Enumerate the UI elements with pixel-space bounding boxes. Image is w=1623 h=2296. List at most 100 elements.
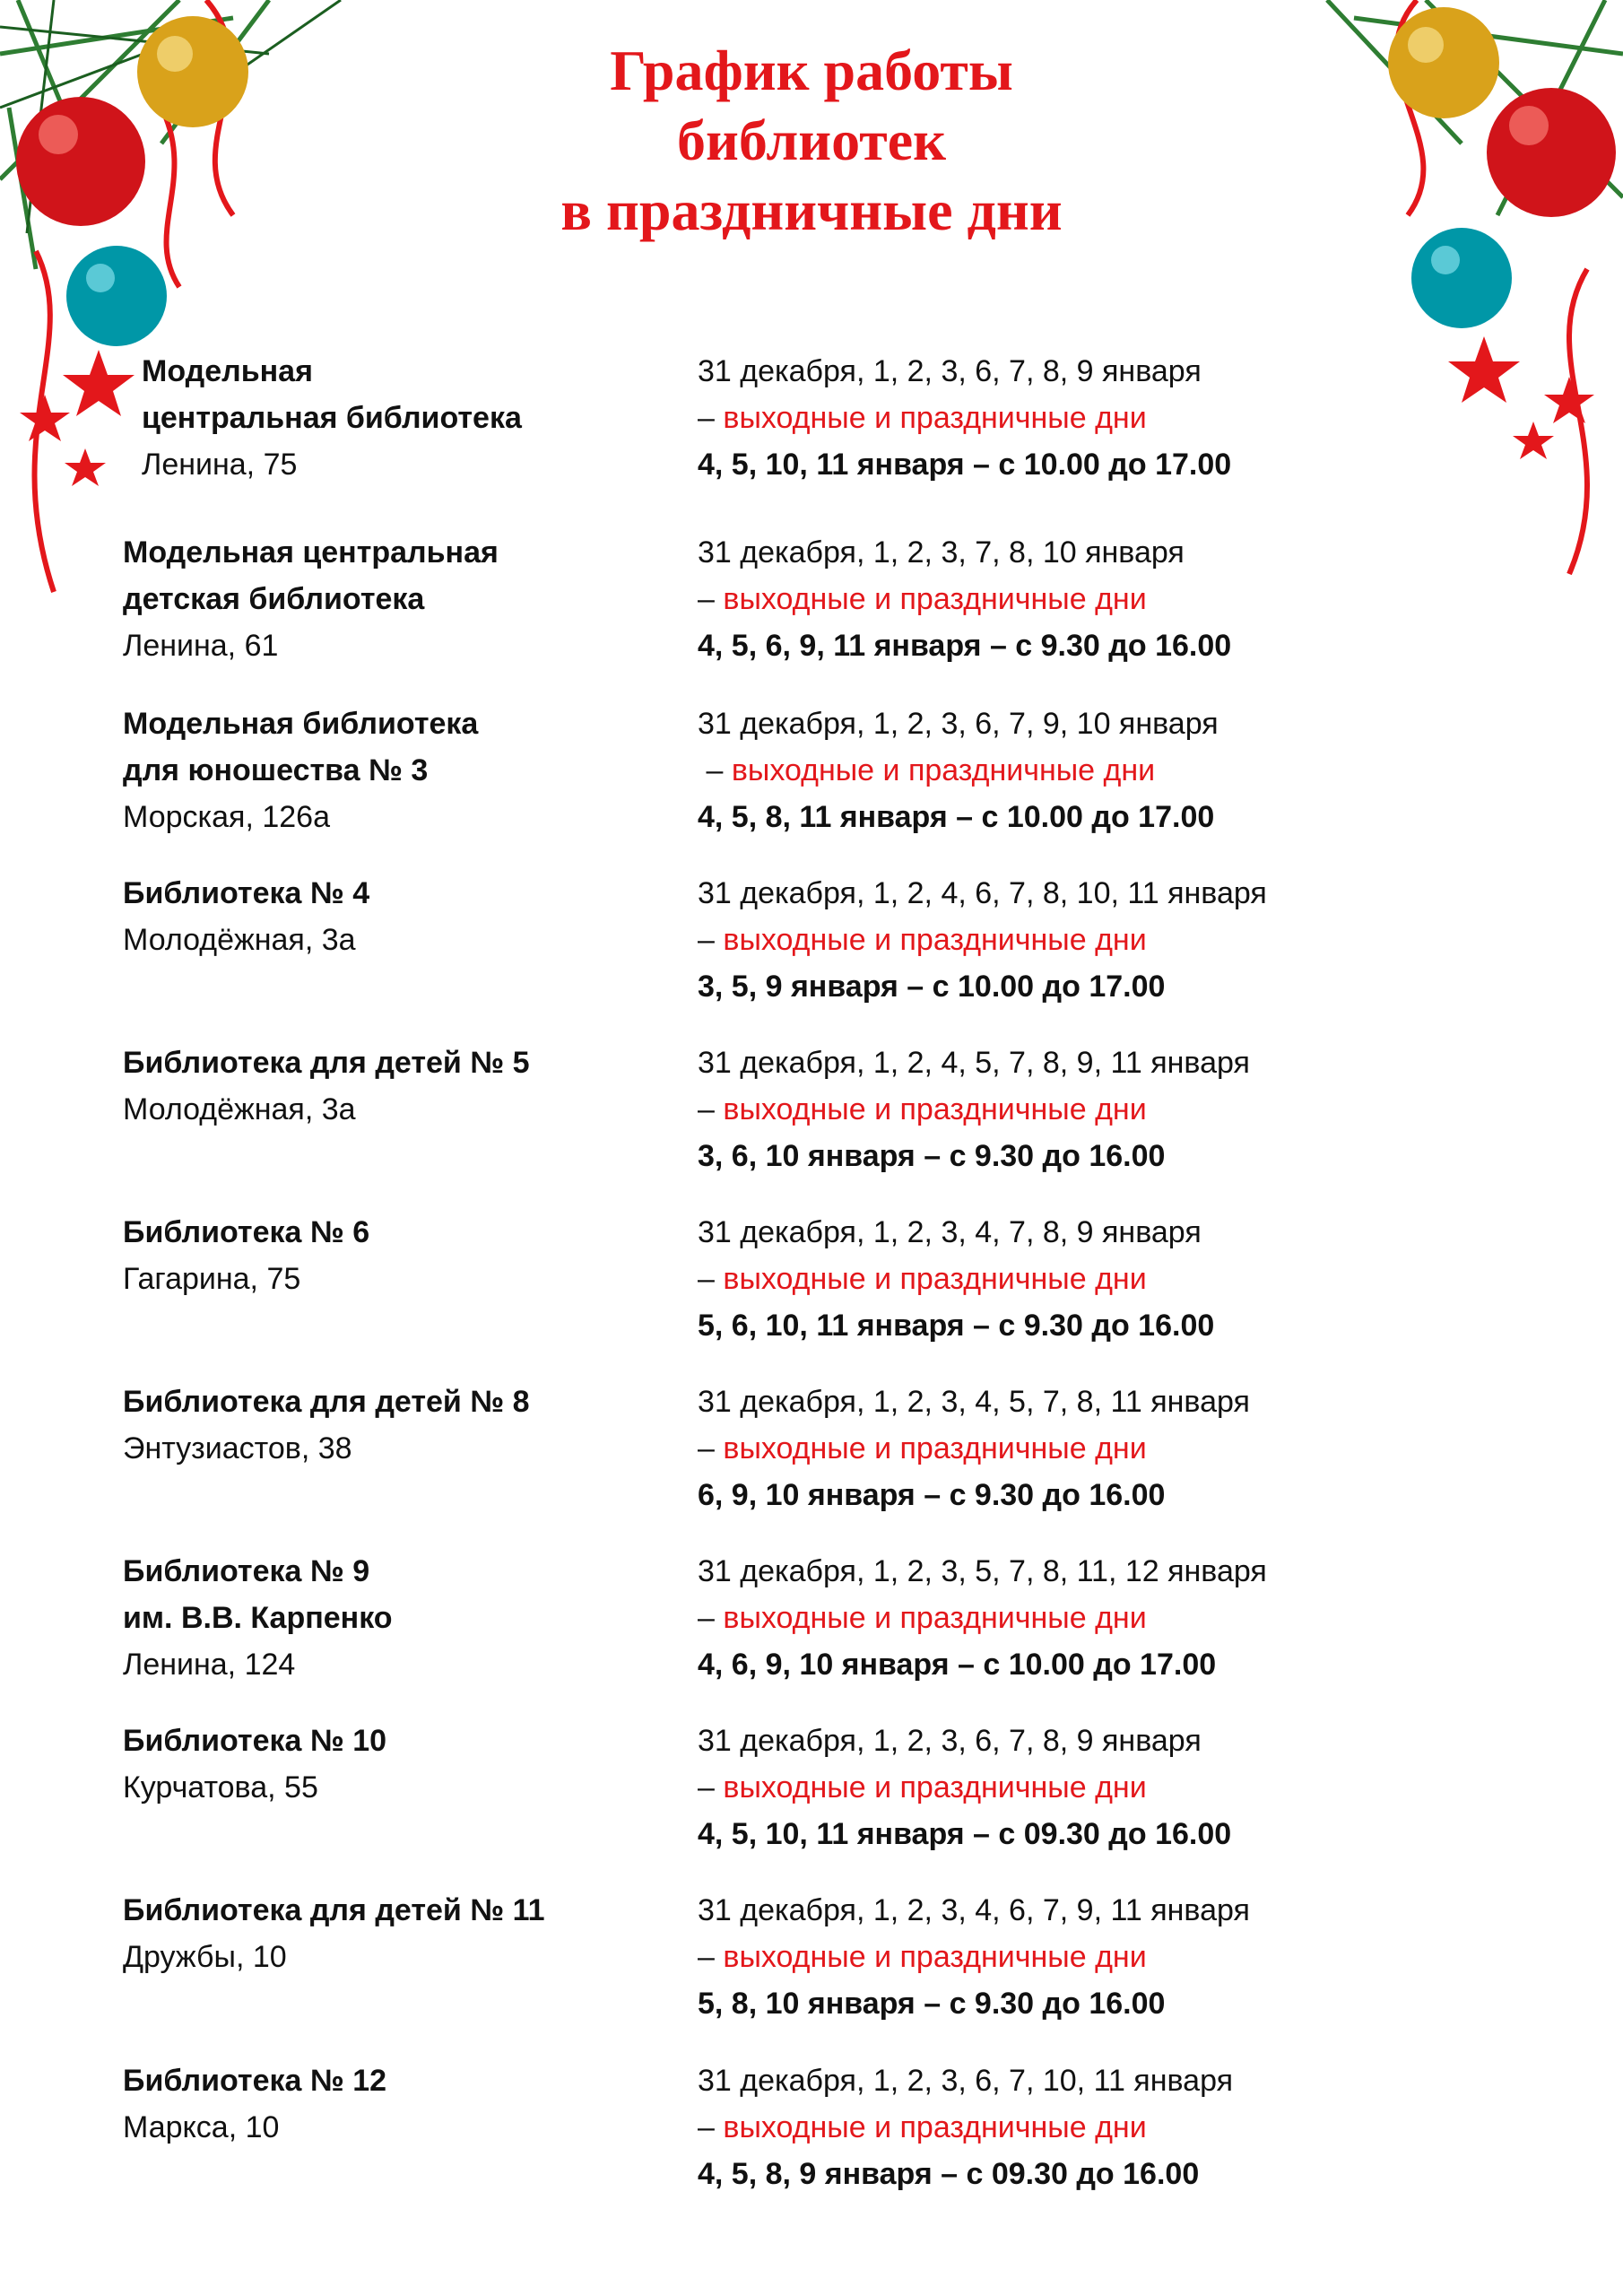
closed-days: 31 декабря, 1, 2, 3, 6, 7, 8, 9 января: [698, 354, 1202, 388]
closed-label: выходные и праздничные дни: [723, 1601, 1147, 1635]
closed-label: выходные и праздничные дни: [723, 582, 1147, 616]
open-hours: 3, 6, 10 января – с 9.30 до 16.00: [698, 1139, 1166, 1173]
library-name: Модельная центральная: [123, 535, 499, 570]
closed-days: 31 декабря, 1, 2, 4, 6, 7, 8, 10, 11 янв…: [698, 876, 1267, 910]
library-name: Библиотека № 12: [123, 2064, 387, 2098]
library-info: Библиотека № 10 Курчатова, 55: [123, 1718, 661, 1811]
title-line: График работы: [610, 39, 1013, 102]
dash: –: [698, 1431, 715, 1465]
dash: –: [698, 2110, 715, 2144]
library-address: Молодёжная, 3а: [123, 1092, 356, 1126]
closed-days: 31 декабря, 1, 2, 3, 6, 7, 10, 11 января: [698, 2064, 1234, 2098]
library-schedule: 31 декабря, 1, 2, 3, 4, 5, 7, 8, 11 янва…: [698, 1378, 1594, 1518]
closed-label: выходные и праздничные дни: [723, 1940, 1147, 1974]
dash: –: [698, 1940, 715, 1974]
closed-days: 31 декабря, 1, 2, 3, 5, 7, 8, 11, 12 янв…: [698, 1554, 1267, 1588]
library-address: Ленина, 61: [123, 629, 279, 663]
closed-label: выходные и праздничные дни: [731, 753, 1156, 787]
open-hours: 4, 5, 6, 9, 11 января – с 9.30 до 16.00: [698, 629, 1232, 663]
library-name: Библиотека № 4: [123, 876, 370, 910]
closed-label: выходные и праздничные дни: [723, 1262, 1147, 1296]
library-schedule: 31 декабря, 1, 2, 3, 6, 7, 8, 9 января – …: [698, 1718, 1594, 1857]
closed-label: выходные и праздничные дни: [723, 2110, 1147, 2144]
library-name: Библиотека для детей № 11: [123, 1893, 545, 1927]
closed-label: выходные и праздничные дни: [723, 923, 1147, 957]
closed-label-line: – выходные и праздничные дни: [698, 1425, 1594, 1472]
library-schedule: 31 декабря, 1, 2, 3, 7, 8, 10 января – вы…: [698, 529, 1594, 669]
library-name: им. В.В. Карпенко: [123, 1601, 393, 1635]
library-schedule: 31 декабря, 1, 2, 4, 5, 7, 8, 9, 11 янва…: [698, 1039, 1594, 1179]
library-info: Модельная библиотека для юношества № 3 Мор…: [123, 700, 661, 840]
library-schedule: 31 декабря, 1, 2, 3, 6, 7, 10, 11 января…: [698, 2057, 1594, 2197]
library-address: Ленина, 124: [123, 1648, 296, 1682]
library-name: для юношества № 3: [123, 753, 429, 787]
library-info: Модельная центральная библиотека Ленина, 7…: [142, 348, 680, 488]
dash: –: [698, 401, 715, 435]
open-hours: 3, 5, 9 января – с 10.00 до 17.00: [698, 970, 1166, 1004]
library-info: Модельная центральная детская библиотека Л…: [123, 529, 661, 669]
library-address: Ленина, 75: [142, 448, 298, 482]
dash: –: [706, 753, 724, 787]
library-address: Маркса, 10: [123, 2110, 280, 2144]
title-line: библиотек: [677, 109, 946, 172]
open-hours: 6, 9, 10 января – с 9.30 до 16.00: [698, 1478, 1166, 1512]
closed-label-line: – выходные и праздничные дни: [698, 576, 1594, 622]
library-name: Модельная библиотека: [123, 707, 479, 741]
library-address: Энтузиастов, 38: [123, 1431, 352, 1465]
library-schedule: 31 декабря, 1, 2, 3, 4, 7, 8, 9 января – …: [698, 1209, 1594, 1349]
library-info: Библиотека № 4 Молодёжная, 3а: [123, 870, 661, 963]
dash: –: [698, 582, 715, 616]
closed-label: выходные и праздничные дни: [723, 1770, 1147, 1805]
library-name: центральная библиотека: [142, 401, 522, 435]
library-name: Библиотека для детей № 8: [123, 1385, 530, 1419]
closed-days: 31 декабря, 1, 2, 3, 6, 7, 8, 9 января: [698, 1724, 1202, 1758]
library-schedule: 31 декабря, 1, 2, 3, 4, 6, 7, 9, 11 янва…: [698, 1887, 1594, 2027]
closed-days: 31 декабря, 1, 2, 3, 4, 7, 8, 9 января: [698, 1215, 1202, 1249]
library-name: Библиотека № 10: [123, 1724, 387, 1758]
open-hours: 4, 5, 8, 9 января – с 09.30 до 16.00: [698, 2157, 1200, 2191]
closed-label-line: – выходные и праздничные дни: [698, 747, 1594, 794]
library-info: Библиотека для детей № 5 Молодёжная, 3а: [123, 1039, 661, 1133]
library-schedule: 31 декабря, 1, 2, 3, 6, 7, 9, 10 января …: [698, 700, 1594, 840]
closed-label-line: – выходные и праздничные дни: [698, 2104, 1594, 2151]
library-schedule: 31 декабря, 1, 2, 3, 6, 7, 8, 9 января – …: [698, 348, 1594, 488]
open-hours: 4, 5, 8, 11 января – с 10.00 до 17.00: [698, 800, 1215, 834]
closed-days: 31 декабря, 1, 2, 3, 6, 7, 9, 10 января: [698, 707, 1219, 741]
library-address: Морская, 126а: [123, 800, 330, 834]
library-schedule: 31 декабря, 1, 2, 4, 6, 7, 8, 10, 11 янв…: [698, 870, 1594, 1010]
closed-label-line: – выходные и праздничные дни: [698, 395, 1594, 441]
library-address: Гагарина, 75: [123, 1262, 301, 1296]
library-info: Библиотека № 12 Маркса, 10: [123, 2057, 661, 2151]
library-info: Библиотека № 6 Гагарина, 75: [123, 1209, 661, 1302]
library-info: Библиотека № 9 им. В.В. Карпенко Ленина, 1…: [123, 1548, 661, 1688]
christmas-decoration-left: [0, 0, 342, 593]
open-hours: 4, 5, 10, 11 января – с 10.00 до 17.00: [698, 448, 1232, 482]
closed-label: выходные и праздничные дни: [723, 1092, 1147, 1126]
closed-label-line: – выходные и праздничные дни: [698, 1256, 1594, 1302]
library-address: Молодёжная, 3а: [123, 923, 356, 957]
dash: –: [698, 1601, 715, 1635]
dash: –: [698, 923, 715, 957]
library-schedule: 31 декабря, 1, 2, 3, 5, 7, 8, 11, 12 янв…: [698, 1548, 1594, 1688]
title-line: в праздничные дни: [560, 178, 1063, 242]
library-info: Библиотека для детей № 11 Дружбы, 10: [123, 1887, 661, 1980]
library-name: Модельная: [142, 354, 313, 388]
closed-label-line: – выходные и праздничные дни: [698, 1764, 1594, 1811]
open-hours: 5, 6, 10, 11 января – с 9.30 до 16.00: [698, 1309, 1215, 1343]
closed-label-line: – выходные и праздничные дни: [698, 1086, 1594, 1133]
christmas-decoration-right: [1325, 0, 1623, 576]
library-name: детская библиотека: [123, 582, 425, 616]
open-hours: 4, 5, 10, 11 января – с 09.30 до 16.00: [698, 1817, 1232, 1851]
library-name: Библиотека № 6: [123, 1215, 370, 1249]
closed-days: 31 декабря, 1, 2, 3, 4, 6, 7, 9, 11 янва…: [698, 1893, 1250, 1927]
dash: –: [698, 1770, 715, 1805]
library-name: Библиотека № 9: [123, 1554, 370, 1588]
dash: –: [698, 1262, 715, 1296]
open-hours: 5, 8, 10 января – с 9.30 до 16.00: [698, 1987, 1166, 2021]
open-hours: 4, 6, 9, 10 января – с 10.00 до 17.00: [698, 1648, 1217, 1682]
library-address: Дружбы, 10: [123, 1940, 287, 1974]
library-name: Библиотека для детей № 5: [123, 1046, 530, 1080]
page-title: График работы библиотек в праздничные дн…: [0, 36, 1623, 246]
closed-label: выходные и праздничные дни: [723, 1431, 1147, 1465]
closed-days: 31 декабря, 1, 2, 3, 7, 8, 10 января: [698, 535, 1185, 570]
